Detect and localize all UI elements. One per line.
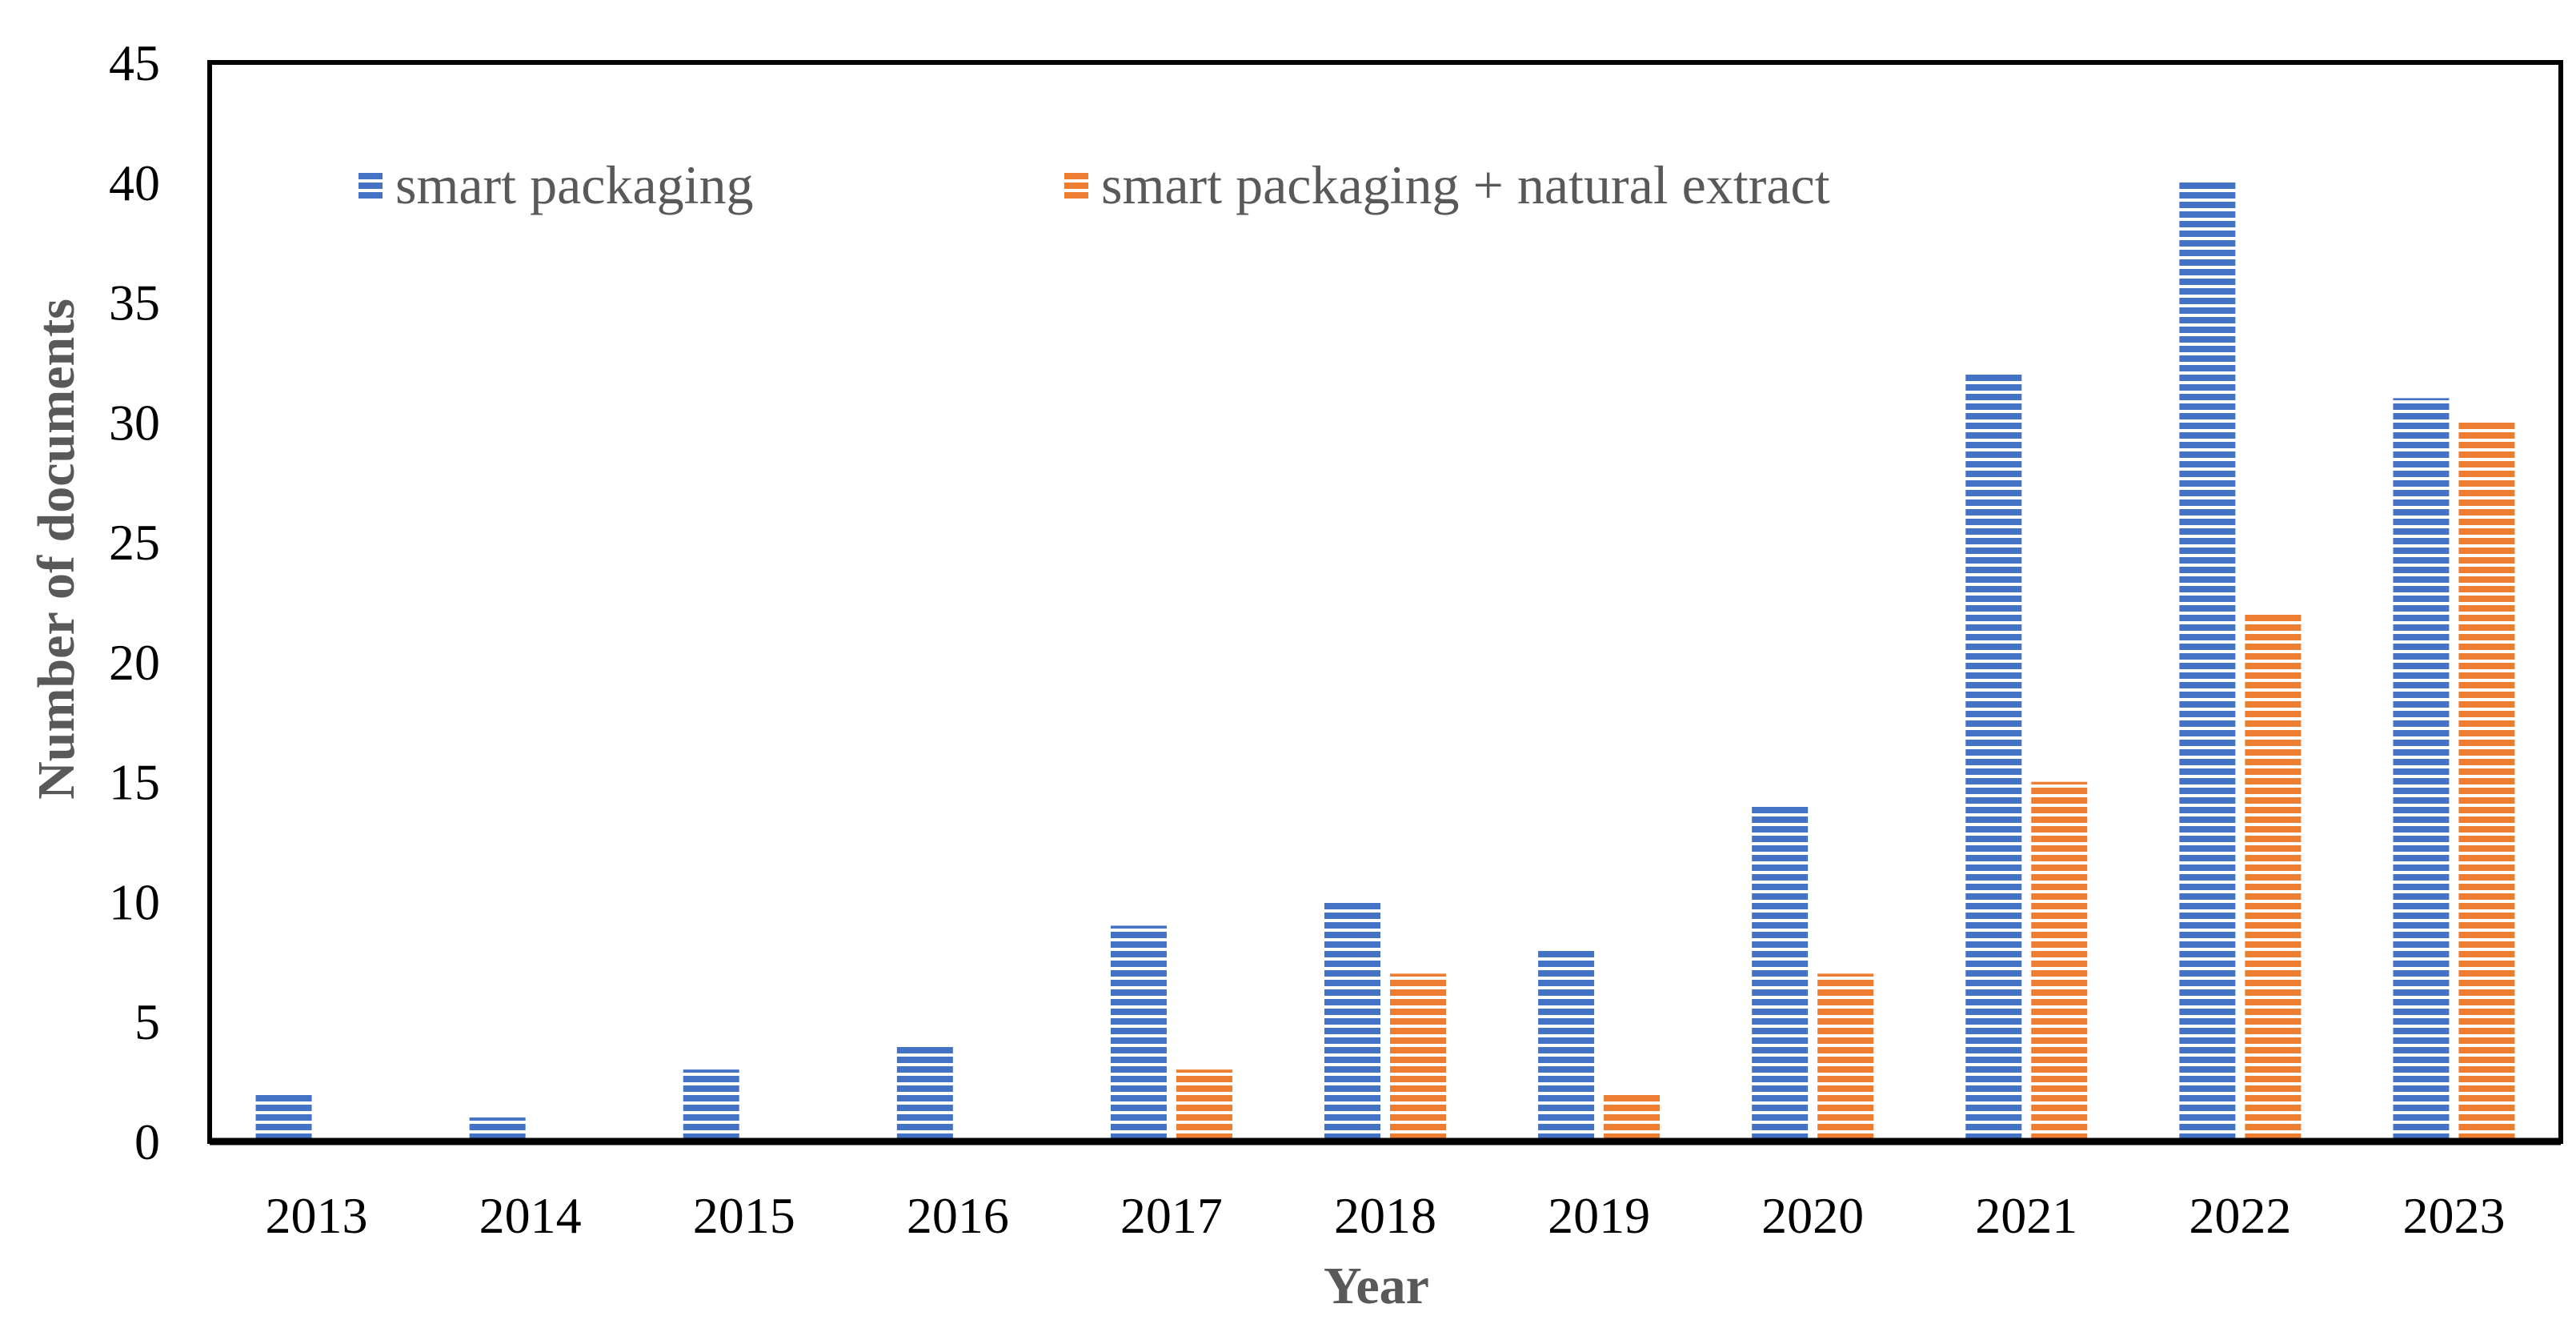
x-tick-label-2020: 2020 bbox=[1761, 1187, 1864, 1244]
legend-item-smart-packaging-natural-extract: smart packaging + natural extract bbox=[1064, 154, 1830, 215]
legend-item-smart-packaging: smart packaging bbox=[359, 154, 754, 215]
y-tick-label-5: 5 bbox=[134, 993, 160, 1050]
bar-smart-packaging-natural-extract-2018 bbox=[1390, 973, 1446, 1141]
x-tick-label-2021: 2021 bbox=[1975, 1187, 2077, 1244]
y-tick-label-30: 30 bbox=[109, 394, 160, 451]
y-tick-label-10: 10 bbox=[109, 873, 160, 930]
x-tick-label-2018: 2018 bbox=[1334, 1187, 1436, 1244]
x-tick-label-2013: 2013 bbox=[266, 1187, 368, 1244]
y-tick-label-40: 40 bbox=[109, 154, 160, 211]
x-tick-label-2023: 2023 bbox=[2402, 1187, 2505, 1244]
legend-label-smart-packaging-natural-extract: smart packaging + natural extract bbox=[1101, 154, 1830, 215]
y-tick-labels: 0 5 10 15 20 25 30 35 40 45 bbox=[109, 34, 160, 1170]
bar-smart-packaging-natural-extract-2017 bbox=[1176, 1069, 1232, 1141]
x-tick-label-2015: 2015 bbox=[693, 1187, 795, 1244]
bar-smart-packaging-2018 bbox=[1324, 901, 1380, 1141]
y-tick-label-0: 0 bbox=[134, 1113, 160, 1170]
x-tick-label-2017: 2017 bbox=[1120, 1187, 1223, 1244]
x-tick-label-2014: 2014 bbox=[479, 1187, 582, 1244]
y-axis-title: Number of documents bbox=[27, 299, 86, 800]
legend-swatch-smart-packaging-natural-extract bbox=[1064, 170, 1088, 202]
legend-swatch-smart-packaging bbox=[359, 170, 383, 202]
y-tick-label-35: 35 bbox=[109, 275, 160, 331]
y-tick-label-25: 25 bbox=[109, 514, 160, 571]
x-tick-labels: 2013 2014 2015 2016 2017 2018 2019 2020 2021 2022… bbox=[266, 1187, 2506, 1244]
bar-smart-packaging-2023 bbox=[2393, 398, 2450, 1141]
bar-smart-packaging-2020 bbox=[1752, 805, 1809, 1141]
bar-smart-packaging-2019 bbox=[1538, 949, 1595, 1141]
bar-smart-packaging-natural-extract-2023 bbox=[2458, 422, 2515, 1141]
bar-smart-packaging-2017 bbox=[1110, 925, 1167, 1141]
bar-smart-packaging-natural-extract-2022 bbox=[2245, 613, 2302, 1141]
bar-smart-packaging-2013 bbox=[255, 1093, 312, 1141]
bar-smart-packaging-2021 bbox=[1965, 374, 2022, 1141]
legend-label-smart-packaging: smart packaging bbox=[395, 154, 754, 215]
bar-smart-packaging-2016 bbox=[896, 1045, 953, 1141]
bar-smart-packaging-2015 bbox=[683, 1069, 739, 1141]
bar-smart-packaging-2014 bbox=[469, 1117, 526, 1141]
y-tick-label-20: 20 bbox=[109, 634, 160, 691]
x-tick-label-2022: 2022 bbox=[2189, 1187, 2291, 1244]
x-tick-label-2016: 2016 bbox=[907, 1187, 1009, 1244]
bar-smart-packaging-natural-extract-2021 bbox=[2031, 781, 2088, 1141]
bar-smart-packaging-natural-extract-2019 bbox=[1604, 1093, 1661, 1141]
legend: smart packaging smart packaging + natura… bbox=[359, 154, 1830, 215]
x-axis-title: Year bbox=[1324, 1257, 1429, 1315]
bar-smart-packaging-natural-extract-2020 bbox=[1817, 973, 1874, 1141]
y-tick-label-45: 45 bbox=[109, 34, 160, 91]
y-tick-label-15: 15 bbox=[109, 754, 160, 811]
x-tick-label-2019: 2019 bbox=[1548, 1187, 1650, 1244]
bar-smart-packaging-2022 bbox=[2179, 182, 2236, 1141]
bars-layer bbox=[255, 182, 2515, 1141]
